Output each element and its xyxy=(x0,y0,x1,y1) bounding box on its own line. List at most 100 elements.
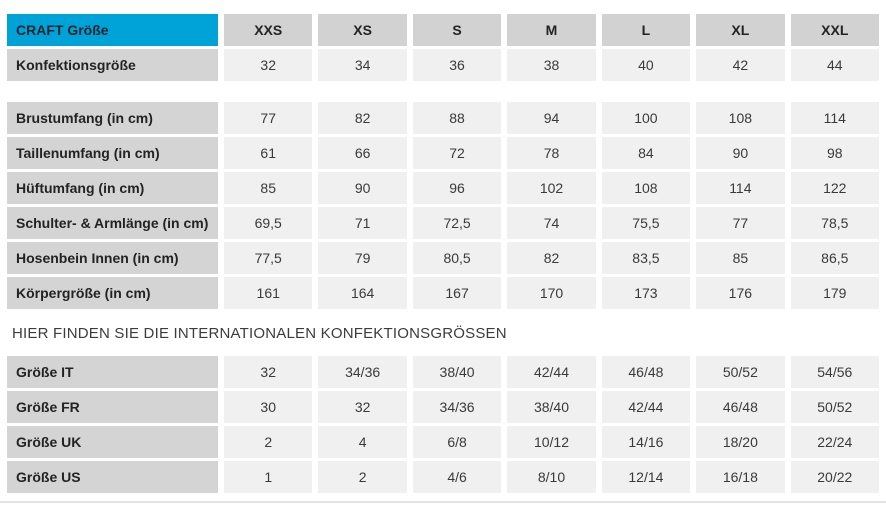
size-value-cell: 34/36 xyxy=(318,356,407,388)
row-label: Größe IT xyxy=(7,356,218,388)
international-size-table: Größe IT 32 34/36 38/40 42/44 46/48 50/52 54/56… xyxy=(7,356,879,493)
size-value-cell: 170 xyxy=(507,277,596,309)
row-label: Konfektionsgröße xyxy=(7,49,218,81)
size-value-cell: 90 xyxy=(318,172,407,204)
row-label: Körpergröße (in cm) xyxy=(7,277,218,309)
size-value-cell: 72,5 xyxy=(412,207,502,239)
size-value-cell: 4 xyxy=(318,426,407,458)
size-value-cell: 8/10 xyxy=(507,461,596,493)
size-header-xxs: XXS xyxy=(224,14,313,46)
size-value-cell: 32 xyxy=(224,49,313,81)
row-label: Schulter- & Armlänge (in cm) xyxy=(7,207,218,239)
size-value-cell: 1 xyxy=(224,461,313,493)
size-value-cell: 42 xyxy=(696,49,785,81)
size-value-cell: 80,5 xyxy=(412,242,502,274)
size-value-cell: 179 xyxy=(790,277,879,309)
size-value-cell: 176 xyxy=(696,277,785,309)
row-label: Größe UK xyxy=(7,426,218,458)
size-value-cell: 46/48 xyxy=(601,356,691,388)
size-value-cell: 122 xyxy=(790,172,879,204)
size-value-cell: 85 xyxy=(696,242,785,274)
size-value-cell: 44 xyxy=(790,49,879,81)
size-value-cell: 114 xyxy=(790,102,879,134)
row-label: Hüftumfang (in cm) xyxy=(7,172,218,204)
size-value-cell: 84 xyxy=(601,137,691,169)
size-value-cell: 16/18 xyxy=(696,461,785,493)
size-value-cell: 74 xyxy=(507,207,596,239)
size-value-cell: 12/14 xyxy=(601,461,691,493)
size-value-cell: 18/20 xyxy=(696,426,785,458)
size-value-cell: 54/56 xyxy=(790,356,879,388)
size-value-cell: 82 xyxy=(507,242,596,274)
size-value-cell: 94 xyxy=(507,102,596,134)
size-value-cell: 83,5 xyxy=(601,242,691,274)
size-value-cell: 2 xyxy=(318,461,407,493)
size-value-cell: 66 xyxy=(318,137,407,169)
table-section-spacer xyxy=(7,84,879,99)
size-value-cell: 34/36 xyxy=(412,391,502,423)
size-value-cell: 32 xyxy=(318,391,407,423)
size-value-cell: 20/22 xyxy=(790,461,879,493)
size-value-cell: 86,5 xyxy=(790,242,879,274)
size-value-cell: 38/40 xyxy=(507,391,596,423)
size-value-cell: 79 xyxy=(318,242,407,274)
size-value-cell: 108 xyxy=(601,172,691,204)
size-value-cell: 30 xyxy=(224,391,313,423)
size-value-cell: 90 xyxy=(696,137,785,169)
size-value-cell: 22/24 xyxy=(790,426,879,458)
size-value-cell: 36 xyxy=(412,49,502,81)
size-value-cell: 77 xyxy=(224,102,313,134)
size-header-xxl: XXL xyxy=(790,14,879,46)
size-value-cell: 4/6 xyxy=(412,461,502,493)
size-value-cell: 32 xyxy=(224,356,313,388)
size-value-cell: 50/52 xyxy=(696,356,785,388)
size-value-cell: 78 xyxy=(507,137,596,169)
size-value-cell: 102 xyxy=(507,172,596,204)
size-value-cell: 46/48 xyxy=(696,391,785,423)
size-value-cell: 42/44 xyxy=(601,391,691,423)
size-header-l: L xyxy=(601,14,691,46)
size-value-cell: 96 xyxy=(412,172,502,204)
size-value-cell: 164 xyxy=(318,277,407,309)
size-header-xs: XS xyxy=(318,14,407,46)
bottom-divider xyxy=(0,501,886,503)
row-label: Größe US xyxy=(7,461,218,493)
size-value-cell: 38/40 xyxy=(412,356,502,388)
size-value-cell: 40 xyxy=(601,49,691,81)
size-value-cell: 75,5 xyxy=(601,207,691,239)
size-value-cell: 88 xyxy=(412,102,502,134)
table-corner-header: CRAFT Größe xyxy=(7,14,218,46)
size-value-cell: 71 xyxy=(318,207,407,239)
row-label: Größe FR xyxy=(7,391,218,423)
size-value-cell: 108 xyxy=(696,102,785,134)
row-label: Brustumfang (in cm) xyxy=(7,102,218,134)
size-value-cell: 167 xyxy=(412,277,502,309)
size-value-cell: 69,5 xyxy=(224,207,313,239)
size-value-cell: 10/12 xyxy=(507,426,596,458)
international-sizes-heading: HIER FINDEN SIE DIE INTERNATIONALEN KONF… xyxy=(12,325,507,342)
size-value-cell: 161 xyxy=(224,277,313,309)
size-value-cell: 78,5 xyxy=(790,207,879,239)
size-header-m: M xyxy=(507,14,596,46)
size-value-cell: 42/44 xyxy=(507,356,596,388)
size-value-cell: 34 xyxy=(318,49,407,81)
size-value-cell: 14/16 xyxy=(601,426,691,458)
craft-size-table: CRAFT Größe XXS XS S M L XL XXL Konfektionsgröße… xyxy=(7,14,879,309)
size-value-cell: 85 xyxy=(224,172,313,204)
size-header-xl: XL xyxy=(696,14,785,46)
size-value-cell: 77 xyxy=(696,207,785,239)
size-value-cell: 77,5 xyxy=(224,242,313,274)
size-value-cell: 2 xyxy=(224,426,313,458)
row-label: Hosenbein Innen (in cm) xyxy=(7,242,218,274)
size-value-cell: 98 xyxy=(790,137,879,169)
size-value-cell: 38 xyxy=(507,49,596,81)
size-value-cell: 100 xyxy=(601,102,691,134)
size-value-cell: 114 xyxy=(696,172,785,204)
size-value-cell: 72 xyxy=(412,137,502,169)
size-value-cell: 50/52 xyxy=(790,391,879,423)
size-header-s: S xyxy=(412,14,502,46)
size-value-cell: 82 xyxy=(318,102,407,134)
size-value-cell: 6/8 xyxy=(412,426,502,458)
size-value-cell: 61 xyxy=(224,137,313,169)
